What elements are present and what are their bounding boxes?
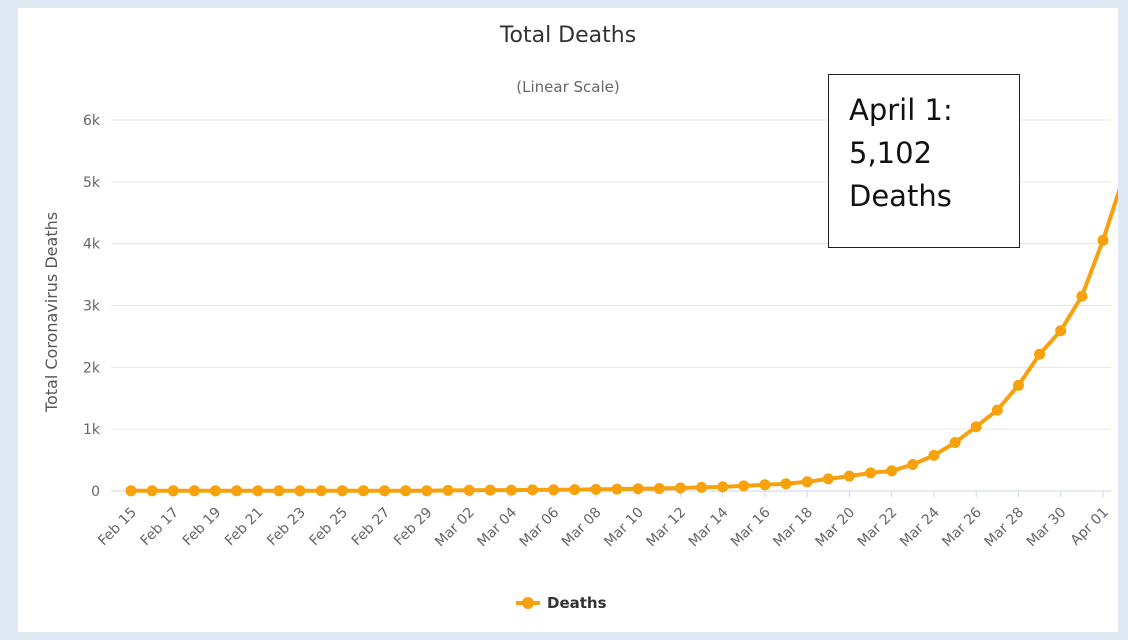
x-tick-label: Feb 15 (95, 505, 140, 550)
data-point[interactable] (548, 484, 560, 496)
x-tick-label: Mar 12 (643, 505, 689, 551)
data-point[interactable] (294, 485, 306, 497)
x-tick-label: Feb 21 (222, 505, 267, 550)
data-point[interactable] (379, 485, 391, 497)
data-point[interactable] (865, 467, 877, 479)
annotation-line-2: 5,102 (849, 136, 933, 170)
x-tick-label: Mar 08 (559, 505, 605, 551)
data-point[interactable] (1097, 234, 1109, 246)
data-point[interactable] (970, 421, 982, 433)
data-point[interactable] (780, 478, 792, 490)
data-point[interactable] (527, 484, 538, 496)
data-point[interactable] (907, 459, 919, 470)
y-tick-label: 0 (91, 484, 100, 500)
y-tick-label: 5k (83, 175, 101, 191)
data-point[interactable] (484, 484, 496, 496)
legend-marker-icon (522, 597, 534, 609)
y-axis-label: Total Coronavirus Deaths (42, 212, 61, 413)
y-tick-label: 3k (83, 299, 101, 315)
data-point[interactable] (146, 485, 158, 497)
x-tick-label: Feb 27 (349, 505, 394, 550)
x-tick-label: Mar 22 (855, 505, 901, 551)
data-point[interactable] (991, 404, 1003, 416)
data-point[interactable] (167, 485, 179, 497)
data-point[interactable] (336, 485, 348, 497)
legend-label: Deaths (547, 594, 607, 612)
data-point[interactable] (632, 483, 644, 495)
data-point[interactable] (231, 485, 243, 497)
data-point[interactable] (843, 470, 855, 482)
x-tick-label: Mar 16 (728, 504, 774, 550)
x-tick-label: Feb 29 (391, 505, 436, 550)
x-tick-label: Apr 01 (1068, 505, 1112, 549)
data-point[interactable] (400, 485, 412, 497)
data-point[interactable] (949, 437, 961, 448)
data-point[interactable] (1055, 325, 1067, 337)
data-point[interactable] (125, 485, 137, 497)
data-point[interactable] (759, 479, 771, 491)
x-tick-label: Feb 17 (137, 505, 182, 550)
annotation-line-1: April 1: (849, 93, 953, 127)
data-point[interactable] (442, 484, 454, 496)
data-point[interactable] (738, 480, 750, 492)
data-point[interactable] (928, 449, 940, 461)
annotation-line-3: Deaths (849, 179, 952, 213)
x-tick-label: Feb 25 (307, 505, 352, 550)
data-point[interactable] (696, 481, 707, 493)
data-point[interactable] (1013, 379, 1024, 391)
y-tick-label: 4k (83, 237, 101, 253)
y-tick-label: 2k (83, 360, 101, 376)
chart-title: Total Deaths (499, 23, 636, 48)
data-point[interactable] (188, 485, 200, 497)
data-point[interactable] (590, 483, 602, 495)
data-point[interactable] (421, 485, 433, 497)
data-point[interactable] (1034, 348, 1046, 360)
data-point[interactable] (315, 485, 327, 497)
x-tick-label: Mar 26 (939, 504, 985, 550)
data-point[interactable] (569, 484, 581, 496)
data-point[interactable] (822, 473, 834, 485)
chart-card: Total Deaths (Linear Scale) Total Corona… (18, 8, 1118, 632)
data-point[interactable] (273, 485, 285, 497)
x-tick-label: Mar 18 (770, 505, 816, 551)
x-tick-label: Mar 28 (982, 505, 1028, 551)
data-point[interactable] (210, 485, 221, 497)
data-point[interactable] (252, 485, 264, 497)
x-tick-label: Mar 20 (813, 505, 859, 551)
data-point[interactable] (505, 484, 517, 496)
x-tick-label: Mar 14 (686, 504, 732, 550)
x-tick-label: Mar 10 (601, 505, 647, 551)
x-tick-label: Mar 06 (517, 504, 563, 550)
y-tick-label: 6k (83, 113, 101, 129)
data-point[interactable] (653, 483, 665, 494)
data-point[interactable] (611, 483, 623, 495)
data-point[interactable] (801, 476, 813, 488)
y-tick-label: 1k (83, 422, 101, 438)
data-point[interactable] (463, 484, 475, 496)
annotation-box: April 1: 5,102 Deaths (828, 74, 1020, 248)
series-layer (125, 187, 1118, 497)
data-point[interactable] (886, 465, 898, 477)
x-tick-label: Feb 23 (264, 505, 309, 550)
data-point[interactable] (1076, 290, 1088, 302)
y-tick-labels: 0 1k 2k 3k 4k 5k 6k (83, 113, 101, 500)
x-tick-label: Mar 02 (432, 505, 478, 551)
x-tick-label: Mar 04 (474, 504, 520, 550)
x-tick-label: Mar 24 (897, 504, 943, 550)
x-tick-label: Mar 30 (1024, 505, 1070, 551)
data-point[interactable] (357, 485, 369, 497)
x-tick-label: Feb 19 (180, 505, 225, 550)
data-point[interactable] (674, 482, 686, 494)
data-point[interactable] (717, 481, 729, 493)
legend[interactable]: Deaths (516, 594, 607, 612)
chart-subtitle: (Linear Scale) (516, 78, 619, 96)
